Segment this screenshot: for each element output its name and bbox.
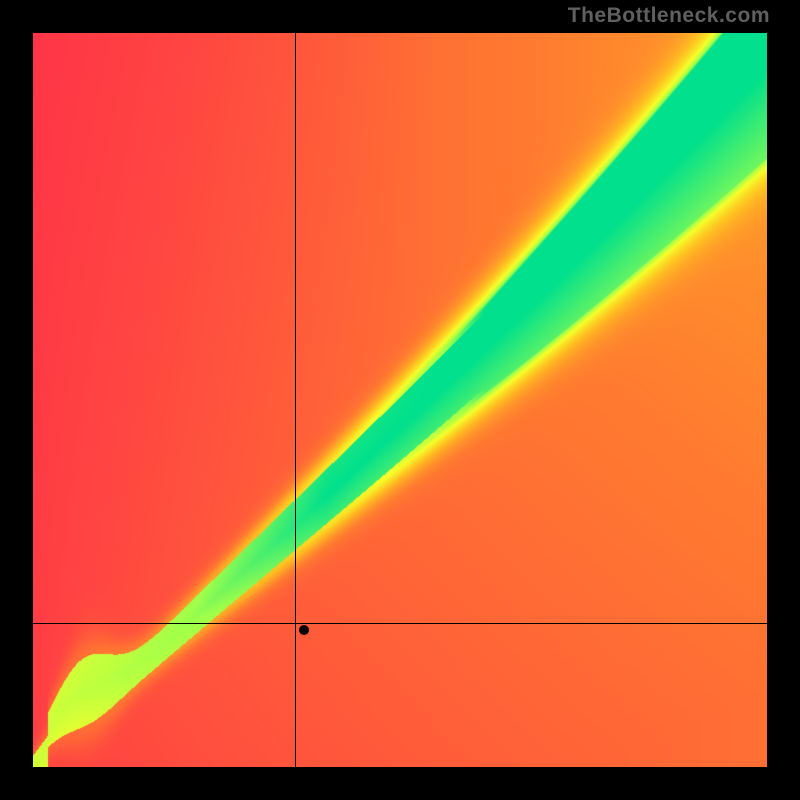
- heatmap-plot: [33, 33, 767, 767]
- watermark-text: TheBottleneck.com: [568, 4, 770, 28]
- crosshair-horizontal: [33, 623, 767, 624]
- marker-point: [299, 625, 309, 635]
- crosshair-vertical: [295, 33, 296, 767]
- heatmap-canvas: [33, 33, 767, 767]
